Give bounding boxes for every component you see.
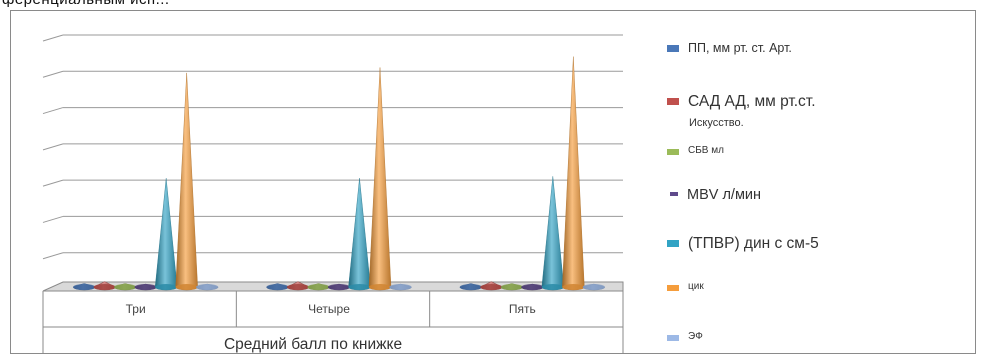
cone-base (114, 284, 137, 290)
cone-base (196, 284, 219, 290)
cone-base (266, 284, 289, 290)
cone-1-6 (389, 283, 412, 291)
gridline-left-stub (42, 252, 64, 260)
cone-base (541, 284, 564, 290)
top-cutoff-text-strip: ференциальным исп... (0, 0, 982, 9)
cone-base (389, 284, 412, 290)
cone-0-4 (154, 178, 178, 291)
legend-entry: MBV л/мин (667, 187, 761, 204)
cone-2-6 (582, 283, 606, 291)
cone-base (369, 284, 391, 290)
gridline-left-stub (42, 179, 64, 187)
cone-base (155, 284, 178, 290)
cone-1-5 (368, 67, 392, 291)
cone-base (307, 284, 330, 290)
cone-base (175, 284, 198, 290)
cone-body (348, 178, 371, 291)
cone-base (562, 284, 585, 290)
cone-base (348, 284, 371, 290)
gridline-left-stub (42, 34, 64, 42)
category-label: Пять (509, 302, 536, 316)
cone-0-1 (93, 281, 116, 291)
legend-entry: (ТПВР) дин с см-5 (667, 235, 819, 254)
legend-label: САД АД, мм рт.ст. (688, 93, 816, 110)
gridline-left-stub (42, 107, 64, 115)
cone-base (521, 284, 544, 290)
top-cutoff-text: ференциальным исп... (2, 0, 170, 8)
cone-base (93, 284, 116, 290)
gridlines (42, 34, 623, 260)
legend-swatch (667, 45, 679, 52)
category-label: Четыре (308, 302, 350, 316)
legend-label: MBV л/мин (687, 187, 762, 203)
cone-1-3 (327, 283, 351, 291)
cone-0-5 (175, 72, 198, 291)
legend-entry: САД АД, мм рт.ст. (667, 93, 816, 112)
legend-label: (ТПВР) дин с см-5 (688, 235, 819, 252)
cone-2-5 (562, 56, 585, 291)
legend-entry: цик (667, 281, 704, 293)
cone-2-4 (541, 176, 565, 291)
gridline-left-stub (42, 70, 64, 78)
cone-body (175, 72, 198, 291)
cone-base (500, 284, 523, 290)
cone-1-4 (348, 178, 371, 291)
cone-base (582, 284, 605, 290)
cone-1-0 (266, 283, 289, 291)
legend-swatch (670, 192, 678, 196)
cone-2-3 (521, 283, 544, 291)
cone-base (480, 284, 503, 290)
legend-label: СБВ мл (688, 145, 724, 156)
legend-swatch (667, 285, 679, 291)
chart-plot: Три Четыре Пять Средний балл по книжке (42, 34, 624, 353)
chart-frame: Три Четыре Пять Средний балл по книжке ПП, … (10, 10, 976, 354)
cone-body (541, 176, 565, 291)
legend-swatch (667, 149, 679, 155)
legend-swatch (667, 335, 679, 341)
cone-0-3 (134, 283, 157, 291)
cone-base (134, 284, 157, 290)
data-cones (72, 56, 606, 291)
legend-swatch (667, 240, 679, 247)
cone-base (459, 284, 482, 290)
legend-label-continuation: Искусство. (689, 117, 744, 129)
category-labels: Три Четыре Пять Средний балл по книжке (126, 302, 536, 353)
legend-swatch (667, 98, 679, 105)
cone-0-6 (195, 283, 219, 291)
cone-body (562, 56, 585, 291)
legend-label: ПП, мм рт. ст. Арт. (688, 41, 792, 55)
legend-entry: ЭФ (667, 331, 703, 343)
gridline-left-stub (42, 143, 64, 151)
gridline-left-stub (42, 215, 64, 223)
legend-label: цик (688, 281, 704, 292)
x-axis-title: Средний балл по книжке (224, 336, 402, 353)
cone-body (154, 178, 178, 291)
cone-0-0 (72, 283, 96, 291)
cone-body (368, 67, 392, 291)
cone-base (328, 284, 350, 290)
category-label: Три (126, 302, 146, 316)
cone-0-2 (113, 283, 137, 291)
legend-entry: ПП, мм рт. ст. Арт. (667, 41, 792, 56)
cone-base (287, 284, 309, 290)
cone-base (73, 284, 96, 290)
legend-entry: СБВ мл (667, 145, 724, 157)
legend-label: ЭФ (688, 331, 703, 342)
